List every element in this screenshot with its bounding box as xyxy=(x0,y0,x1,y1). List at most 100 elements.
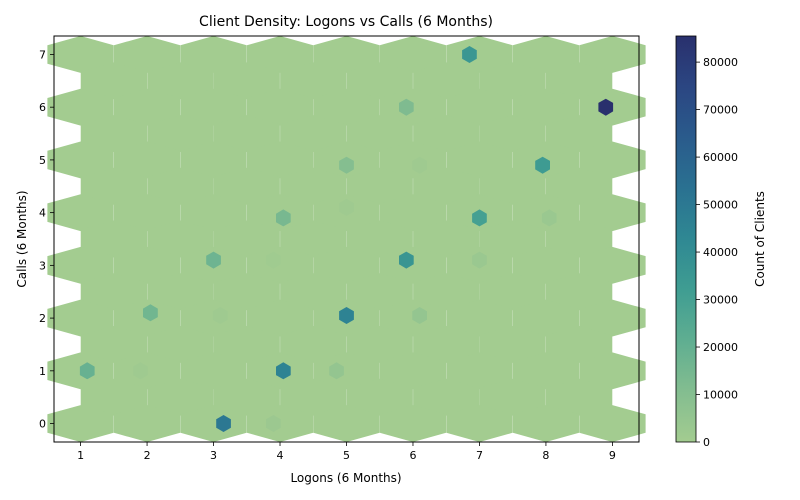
colorbar-tick-label: 40000 xyxy=(703,246,738,259)
colorbar-tick-label: 50000 xyxy=(703,199,738,212)
hexbin-empty-cell xyxy=(346,115,413,152)
hexbin-empty-cell xyxy=(379,352,447,390)
hexbin-empty-cell xyxy=(47,36,114,73)
hexbin-empty-cell xyxy=(413,115,480,152)
hexbin-cell xyxy=(143,304,158,322)
hexbin-empty-cell xyxy=(512,299,580,337)
hexbin-empty-cell xyxy=(213,326,280,363)
x-tick-label: 6 xyxy=(409,449,416,462)
hexbin-empty-cell xyxy=(546,115,613,152)
hexbin-empty-cell xyxy=(512,246,580,284)
hexbin-empty-cell xyxy=(346,62,413,100)
hexbin-empty-cell xyxy=(579,194,646,232)
hexbin-cell xyxy=(598,98,614,116)
colorbar-label: Count of Clients xyxy=(753,191,767,287)
hexbin-empty-cell xyxy=(446,405,513,442)
hexbin-empty-cell xyxy=(80,167,147,205)
y-tick-label: 1 xyxy=(39,365,46,378)
hexbin-empty-cell xyxy=(546,167,613,205)
x-tick-label: 2 xyxy=(144,449,151,462)
hexbin-empty-cell xyxy=(180,88,247,126)
hexbin-cell xyxy=(133,362,148,380)
hexbin-empty-cell xyxy=(446,352,513,390)
hexbin-empty-cell xyxy=(213,273,280,311)
hexbin-cell xyxy=(266,415,281,432)
hexbin-empty-cell xyxy=(80,273,147,311)
hexbin-empty-cell xyxy=(346,167,413,205)
hexbin-empty-cell xyxy=(579,299,646,337)
hexbin-empty-cell xyxy=(446,299,513,337)
hexbin-empty-cell xyxy=(413,62,480,100)
hexbin-empty-cell xyxy=(346,220,413,258)
hexbin-empty-cell xyxy=(313,88,380,126)
colorbar xyxy=(675,35,697,443)
hexbin-cell xyxy=(339,156,354,174)
hexbin-empty-cell xyxy=(280,115,347,152)
hexbin-empty-cell xyxy=(147,273,214,311)
y-tick-label: 5 xyxy=(39,154,46,167)
hexbin-cell xyxy=(216,415,231,432)
hexbin-empty-cell xyxy=(280,167,347,205)
hexbin-empty-cell xyxy=(213,62,280,100)
hexbin-empty-cell xyxy=(313,352,380,390)
hexbin-empty-cell xyxy=(213,167,280,205)
hexbin-empty-cell xyxy=(180,405,247,442)
y-axis-label: Calls (6 Months) xyxy=(15,190,29,287)
hexbin-empty-cell xyxy=(479,326,546,363)
hexbin-cell xyxy=(412,307,427,324)
hexbin-empty-cell xyxy=(579,352,646,390)
hexbin-empty-cell xyxy=(113,36,181,73)
hexbin-empty-cell xyxy=(579,405,646,442)
hexbin-empty-cell xyxy=(512,352,580,390)
hexbin-cell xyxy=(472,209,487,227)
y-tick-label: 6 xyxy=(39,101,46,114)
hexbin-empty-cell xyxy=(579,36,646,73)
y-tick-label: 2 xyxy=(39,312,46,325)
hexbin-empty-cell xyxy=(546,273,613,311)
hexbin-empty-cell xyxy=(313,246,380,284)
hexbin-empty-cell xyxy=(313,36,380,73)
hexbin-empty-cell xyxy=(80,115,147,152)
hexbin-empty-cell xyxy=(346,378,413,416)
x-tick-label: 4 xyxy=(277,449,284,462)
hexbin-empty-cell xyxy=(113,405,181,442)
hexbin-empty-cell xyxy=(280,220,347,258)
hexbin-empty-cell xyxy=(47,194,114,232)
x-tick-label: 3 xyxy=(210,449,217,462)
hexbin-empty-cell xyxy=(246,299,314,337)
hexbin-empty-cell xyxy=(379,246,447,284)
hexbin-cell xyxy=(79,362,95,380)
hexbin-empty-cell xyxy=(80,378,147,416)
hexbin-empty-cell xyxy=(546,220,613,258)
hexbin-empty-cell xyxy=(180,36,247,73)
hexbin-empty-cell xyxy=(47,88,114,126)
y-tick-label: 0 xyxy=(39,418,46,431)
hexbin-cell xyxy=(339,307,354,324)
hexbin-empty-cell xyxy=(446,36,513,73)
hexbin-empty-cell xyxy=(280,62,347,100)
x-tick-label: 8 xyxy=(542,449,549,462)
hexbin-empty-cell xyxy=(379,405,447,442)
hexbin-cells xyxy=(47,36,646,442)
hexbin-cell xyxy=(276,362,291,380)
hexbin-cell xyxy=(266,251,281,269)
x-tick-label: 1 xyxy=(77,449,84,462)
colorbar-tick-label: 70000 xyxy=(703,104,738,117)
hexbin-cell xyxy=(535,156,550,174)
hexbin-empty-cell xyxy=(113,141,181,179)
hexbin-empty-cell xyxy=(113,88,181,126)
x-tick-label: 7 xyxy=(476,449,483,462)
hexbin-empty-cell xyxy=(446,88,513,126)
hexbin-empty-cell xyxy=(246,141,314,179)
hexbin-empty-cell xyxy=(280,378,347,416)
hexbin-empty-cell xyxy=(180,194,247,232)
hexbin-cell xyxy=(412,156,427,174)
hexbin-empty-cell xyxy=(147,378,214,416)
colorbar-tick-label: 0 xyxy=(703,436,710,449)
hexbin-empty-cell xyxy=(413,273,480,311)
hexbin-empty-cell xyxy=(479,62,546,100)
hexbin-cell xyxy=(399,98,414,116)
hexbin-empty-cell xyxy=(512,36,580,73)
y-tick-label: 7 xyxy=(39,48,46,61)
hexbin-empty-cell xyxy=(147,62,214,100)
